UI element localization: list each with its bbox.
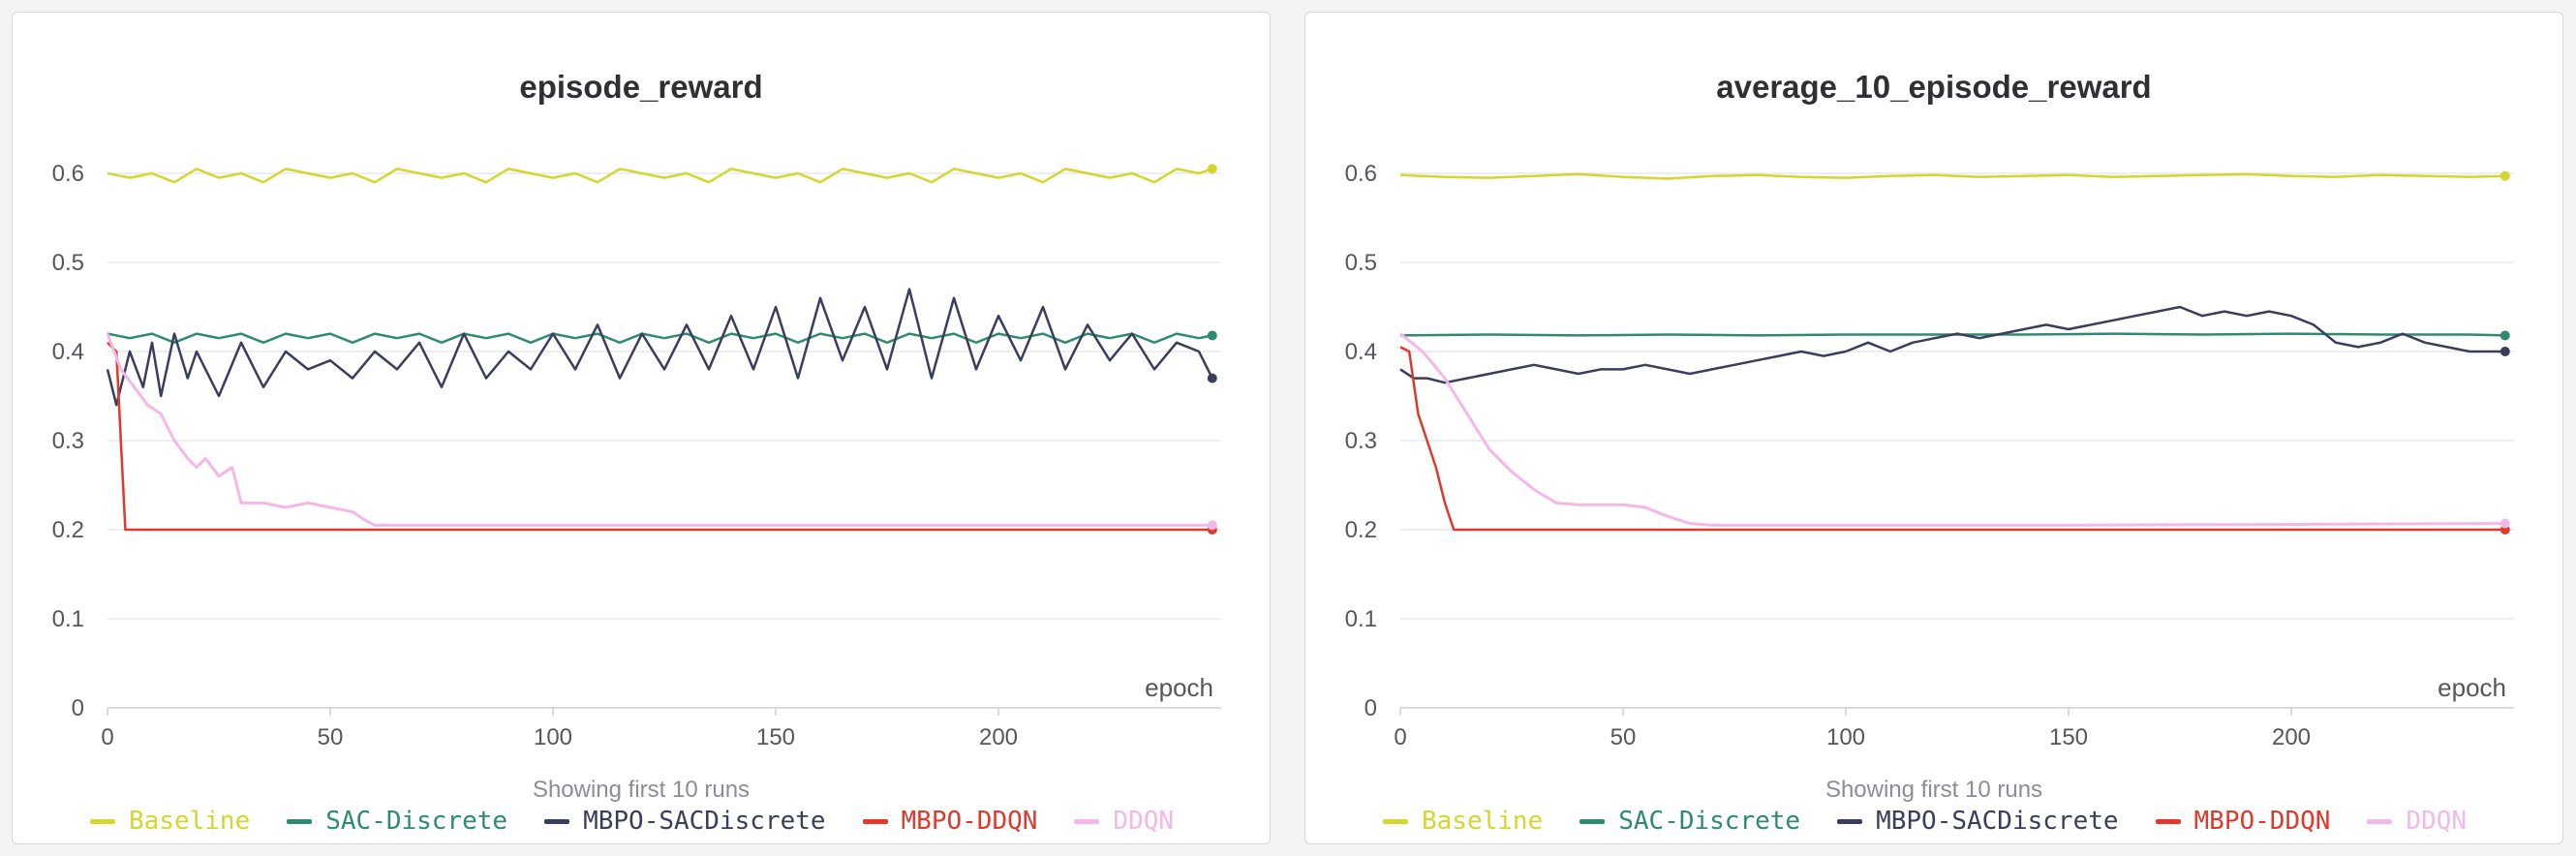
series-end-point <box>2499 347 2510 356</box>
legend-swatch <box>287 818 313 824</box>
legend-swatch <box>1837 818 1863 824</box>
y-tick-label: 0.3 <box>52 428 84 454</box>
x-tick-label: 200 <box>979 724 1018 750</box>
legend: Baseline SAC-Discrete MBPO-SACDiscrete M… <box>1383 807 2545 836</box>
legend-swatch <box>90 818 115 824</box>
y-tick-label: 0.4 <box>52 339 84 365</box>
legend-swatch <box>1074 818 1100 824</box>
chart-panel-average-10-episode-reward: average_10_episode_reward 0 0.1 0.2 0.3 0.4 0… <box>1304 12 2563 844</box>
series-line-ddqn[interactable] <box>1399 332 2505 527</box>
x-tick-label: 100 <box>1826 724 1865 750</box>
legend-item-mbpo-ddqn[interactable]: MBPO-DDQN <box>2155 807 2331 836</box>
legend-label: SAC-Discrete <box>325 807 508 836</box>
legend-label: MBPO-DDQN <box>901 807 1038 836</box>
legend-swatch <box>2367 818 2393 824</box>
series-line-mbpo-sacdiscrete[interactable] <box>1399 305 2505 384</box>
legend-item-sac-discrete[interactable]: SAC-Discrete <box>1579 807 1800 836</box>
series-line-sac-discrete[interactable] <box>1399 332 2505 337</box>
x-tick-label: 100 <box>534 724 572 750</box>
series-line-mbpo-sacdiscrete[interactable] <box>106 288 1213 407</box>
legend-item-baseline[interactable]: Baseline <box>1383 807 1543 836</box>
series-line-mbpo-ddqn[interactable] <box>1399 346 2505 532</box>
series-line-mbpo-ddqn[interactable] <box>107 341 1212 532</box>
legend-label: DDQN <box>2406 807 2468 836</box>
x-tick-label: 150 <box>756 724 795 750</box>
legend-item-mbpo-sacdiscrete[interactable]: MBPO-SACDiscrete <box>544 807 826 836</box>
line-chart-episode-reward[interactable]: 0 0.1 0.2 0.3 0.4 0.5 0.6 0 50 100 150 200 epoch <box>13 13 1272 787</box>
legend-label: MBPO-DDQN <box>2193 807 2331 836</box>
x-tick-label: 0 <box>1394 724 1406 750</box>
runs-footnote: Showing first 10 runs <box>532 777 751 803</box>
series-line-baseline[interactable] <box>107 168 1213 184</box>
x-axis-label: epoch <box>1145 673 1213 702</box>
x-tick-label: 0 <box>101 724 113 750</box>
x-tick-label: 50 <box>1610 724 1637 750</box>
y-tick-label: 0.1 <box>1345 606 1377 632</box>
x-tick-label: 50 <box>318 724 344 750</box>
legend-label: MBPO-SACDiscrete <box>1876 807 2119 836</box>
y-tick-label: 0.6 <box>1345 161 1377 187</box>
y-tick-label: 0 <box>1365 695 1377 721</box>
series-line-sac-discrete[interactable] <box>107 332 1213 345</box>
y-tick-label: 0.6 <box>52 161 84 187</box>
legend-item-mbpo-ddqn[interactable]: MBPO-DDQN <box>862 807 1038 836</box>
y-tick-label: 0.1 <box>52 606 84 632</box>
legend-swatch <box>2155 818 2181 824</box>
y-tick-label: 0.5 <box>52 250 84 276</box>
series-end-point <box>1207 373 1217 383</box>
legend-item-ddqn[interactable]: DDQN <box>1074 807 1174 836</box>
legend-swatch <box>1383 818 1408 824</box>
legend-item-mbpo-sacdiscrete[interactable]: MBPO-SACDiscrete <box>1837 807 2119 836</box>
x-tick-label: 150 <box>2049 724 2088 750</box>
legend-item-sac-discrete[interactable]: SAC-Discrete <box>287 807 507 836</box>
legend-label: MBPO-SACDiscrete <box>583 807 826 836</box>
y-tick-label: 0.3 <box>1345 428 1377 454</box>
legend-label: Baseline <box>1422 807 1544 836</box>
series-end-point <box>2499 330 2510 341</box>
y-tick-label: 0 <box>72 695 84 721</box>
y-tick-label: 0.2 <box>1345 517 1377 543</box>
y-tick-label: 0.5 <box>1345 250 1377 276</box>
y-tick-label: 0.4 <box>1345 339 1377 365</box>
legend-swatch <box>862 818 888 824</box>
series-end-point <box>1207 330 1217 341</box>
x-tick-label: 200 <box>2272 724 2311 750</box>
series-end-point <box>1207 520 1217 531</box>
y-tick-label: 0.2 <box>52 517 84 543</box>
series-end-point <box>1207 164 1217 174</box>
legend-label: DDQN <box>1113 807 1175 836</box>
series-end-point <box>2499 518 2510 529</box>
runs-footnote: Showing first 10 runs <box>1825 777 2043 803</box>
legend-item-baseline[interactable]: Baseline <box>90 807 250 836</box>
legend-swatch <box>544 818 570 824</box>
legend-label: SAC-Discrete <box>1618 807 1801 836</box>
series-end-point <box>2499 170 2510 181</box>
legend-label: Baseline <box>129 807 251 836</box>
chart-title: average_10_episode_reward <box>1716 69 2152 105</box>
series-line-ddqn[interactable] <box>106 333 1212 527</box>
chart-title: episode_reward <box>519 69 763 105</box>
x-axis-label: epoch <box>2438 673 2506 702</box>
legend-swatch <box>1579 818 1606 824</box>
legend: Baseline SAC-Discrete MBPO-SACDiscrete M… <box>90 807 1252 836</box>
legend-item-ddqn[interactable]: DDQN <box>2367 807 2467 836</box>
series-line-baseline[interactable] <box>1399 172 2505 180</box>
line-chart-average-10-episode-reward[interactable]: 0 0.1 0.2 0.3 0.4 0.5 0.6 0 50 100 150 200 epoch <box>1305 13 2564 787</box>
chart-panel-episode-reward: episode_reward 0 0.1 0.2 0.3 0.4 0.5 0.6 0 50 100… <box>12 12 1271 844</box>
